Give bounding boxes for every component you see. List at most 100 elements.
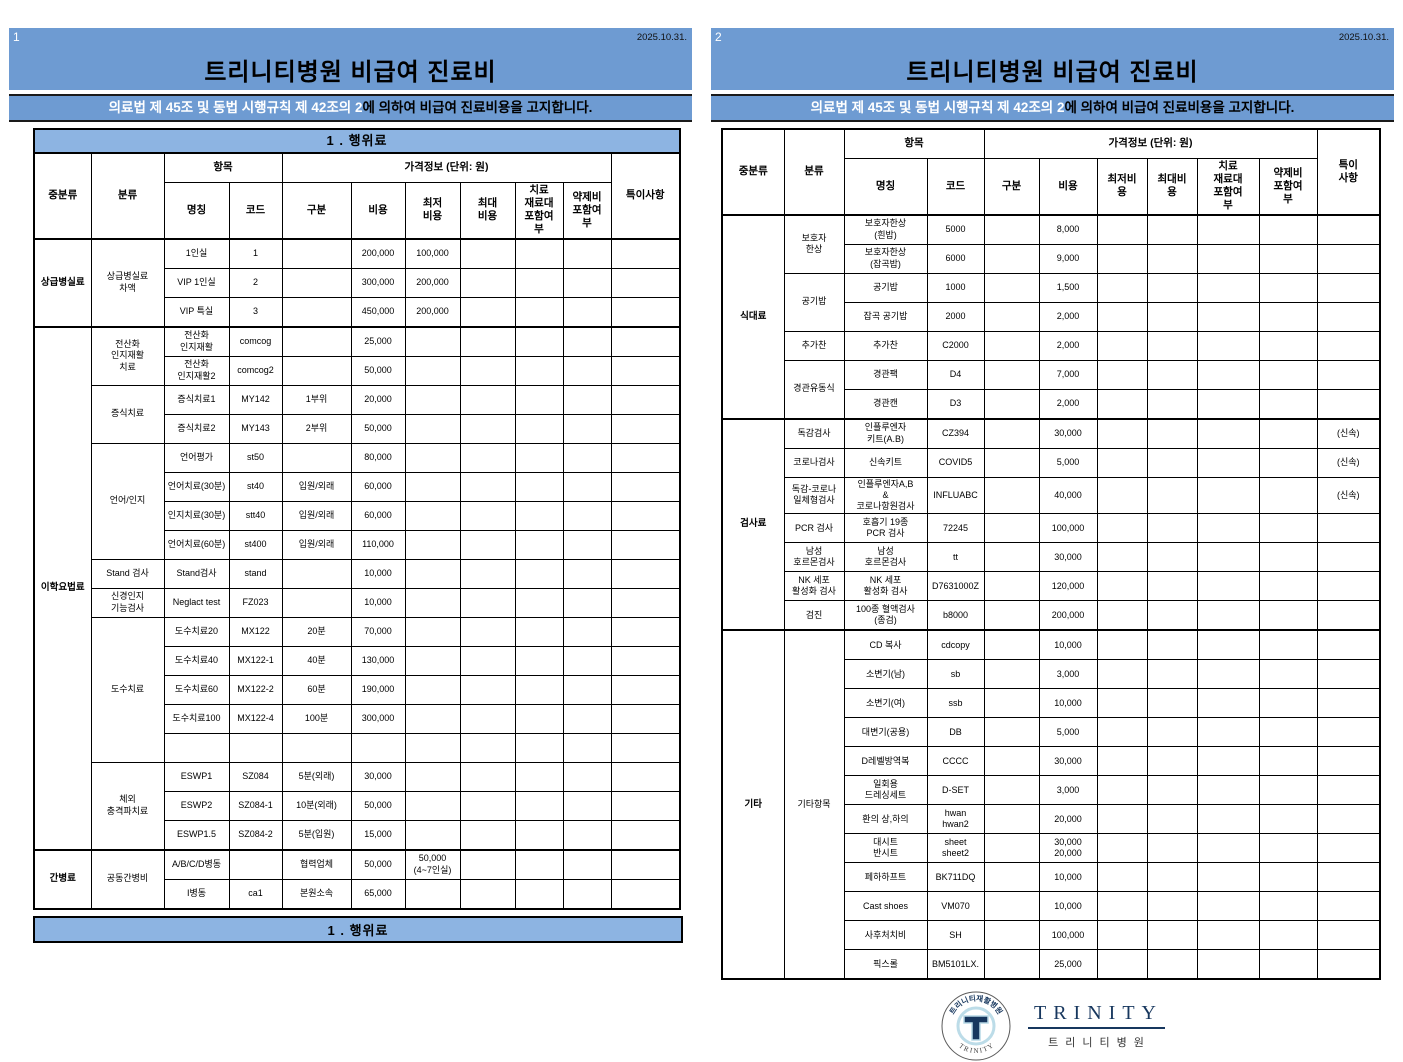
cell-drug-included (1258, 862, 1318, 893)
cell-item-name: Stand검사 (163, 558, 230, 589)
cell-note (1316, 717, 1381, 748)
col-header-sub: 비용 (1038, 158, 1098, 215)
cell-note (1316, 891, 1381, 922)
cell-note (1316, 243, 1381, 274)
document-page-2: 2 2025.10.31. 트리니티병원 비급여 진료비 의료법 제 45조 및… (711, 28, 1394, 1062)
cell-gubun: 입원/외래 (281, 500, 352, 531)
cell-material-included (514, 703, 564, 734)
cell-note (1316, 513, 1381, 544)
cell-material-included (514, 355, 564, 386)
cell-cost: 20,000 (350, 384, 406, 415)
hospital-badge-icon: 트리니티재활병원 T R I N I T Y (941, 991, 1011, 1061)
cell-item-name: VIP 특실 (163, 296, 230, 327)
cell-cost: 5,000 (1038, 717, 1098, 748)
cell-note (1316, 746, 1381, 777)
cell-max-cost (459, 296, 516, 327)
table-row: 코로나검사 신속키트 COVID5 5,000 (신속) (722, 447, 1381, 478)
cell-category: 신경인지 기능검사 (90, 587, 165, 618)
cell-max-cost (1146, 629, 1198, 661)
cell-min-cost (1096, 688, 1148, 719)
cell-min-cost (1096, 447, 1148, 478)
cell-min-cost (1096, 629, 1148, 661)
document-page-1: 1 2025.10.31. 트리니티병원 비급여 진료비 의료법 제 45조 및… (9, 28, 692, 943)
cell-item-code: MX122-2 (228, 674, 283, 705)
table-row: 증식치료2 MY143 2부위 50,000 (34, 413, 681, 444)
cell-max-cost (1146, 659, 1198, 690)
cell-category: 독감-코로나 일체형검사 (783, 476, 845, 515)
cell-note (1316, 213, 1381, 245)
cell-material-included (1196, 388, 1260, 419)
cell-min-cost (404, 500, 461, 531)
cell-material-included (514, 413, 564, 444)
cell-item-name: 보호자한상 (흰밥) (843, 213, 928, 245)
cell-item-name: 전산화 인지재활2 (163, 355, 230, 386)
cell-material-included (514, 267, 564, 298)
cell-item-name: 도수치료60 (163, 674, 230, 705)
cell-drug-included (1258, 833, 1318, 864)
cell-note (1316, 775, 1381, 806)
cell-category: 상급병실료 차액 (90, 237, 165, 327)
table-row: ESWP2 SZ084-1 10분(외래) 50,000 (34, 790, 681, 821)
cell-max-cost (1146, 600, 1198, 631)
cell-item-name: 인플루엔자A,B & 코로나항원검사 (843, 476, 928, 515)
cell-item-name: ESWP1.5 (163, 819, 230, 850)
cell-cost: 3,000 (1038, 659, 1098, 690)
cell-category: 검진 (783, 600, 845, 631)
cell-material-included (1196, 476, 1260, 515)
cell-gubun (281, 355, 352, 386)
cell-item-code: 2 (228, 267, 283, 298)
cell-max-cost (1146, 301, 1198, 332)
cell-max-cost (459, 442, 516, 473)
cell-drug-included (1258, 447, 1318, 478)
cell-material-included (514, 674, 564, 705)
col-header-item-group: 항목 (163, 152, 283, 183)
cell-drug-included (562, 442, 612, 473)
cell-cost: 120,000 (1038, 571, 1098, 602)
cell-cost: 300,000 (350, 267, 406, 298)
cell-material-included (514, 471, 564, 502)
table-row: Cast shoes VM070 10,000 (722, 891, 1381, 922)
cell-material-included (1196, 920, 1260, 951)
col-header-sub: 코드 (926, 158, 985, 215)
cell-drug-included (1258, 301, 1318, 332)
cell-cost: 30,000 (350, 761, 406, 792)
cell-min-cost (1096, 571, 1148, 602)
col-header-sub: 약제비 포함여 부 (562, 182, 612, 239)
cell-max-cost (459, 616, 516, 647)
cell-material-included (1196, 775, 1260, 806)
cell-item-name: 도수치료100 (163, 703, 230, 734)
table-row: 상급병실료 상급병실료 차액 1인실 1 200,000 100,000 (33, 237, 681, 327)
cell-min-cost (1096, 476, 1148, 515)
cell-item-name: 언어치료(60분) (163, 529, 230, 560)
cell-cost: 65,000 (350, 878, 406, 909)
cell-max-cost (1146, 746, 1198, 777)
cell-material-included (1196, 833, 1260, 864)
cell-gubun (983, 213, 1040, 245)
table-row: Stand 검사 Stand검사 stand 10,000 (34, 558, 681, 589)
cell-max-cost (1146, 447, 1198, 478)
cell-item-name: A/B/C/D병동 (163, 848, 230, 880)
cell-item-code: CZ394 (926, 417, 985, 449)
col-header-major: 중분류 (33, 152, 92, 239)
subtitle-band: 의료법 제 45조 및 동법 시행규칙 제 42조의 2에 의하여 비급여 진료… (9, 94, 692, 122)
cell-cost: 5,000 (1038, 447, 1098, 478)
cell-max-cost (1146, 476, 1198, 515)
cell-note (610, 325, 681, 357)
cell-drug-included (562, 732, 612, 763)
cell-item-code: ssb (926, 688, 985, 719)
cell-note (610, 355, 681, 386)
cell-item-name: 일회용 드레싱세트 (843, 775, 928, 806)
col-header-sub: 코드 (228, 182, 283, 239)
page-title: 트리니티병원 비급여 진료비 (204, 59, 497, 86)
cell-drug-included (1258, 359, 1318, 390)
cell-gubun (983, 301, 1040, 332)
cell-drug-included (1258, 542, 1318, 573)
cell-min-cost (1096, 659, 1148, 690)
cell-cost: 10,000 (1038, 629, 1098, 661)
wordmark-ko: 트리니티병원 (1048, 1037, 1151, 1050)
col-header-sub: 치료 재료대 포함여 부 (1196, 158, 1260, 215)
cell-drug-included (1258, 330, 1318, 361)
cell-drug-included (1258, 476, 1318, 515)
table-row: 환의 상,하의 hwan hwan2 20,000 (722, 804, 1381, 835)
cell-gubun: 2부위 (281, 413, 352, 444)
